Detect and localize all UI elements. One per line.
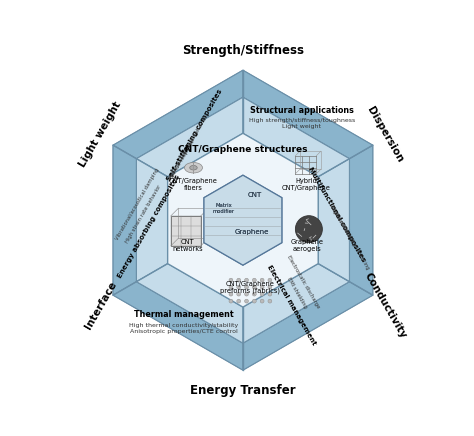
Text: Graphene: Graphene [235,229,269,235]
Circle shape [252,285,256,289]
Polygon shape [137,159,168,282]
Circle shape [295,216,322,243]
Polygon shape [113,70,373,370]
Ellipse shape [190,166,197,170]
Text: High strength/stiffness/toughness
Light weight: High strength/stiffness/toughness Light … [249,119,355,129]
Text: Interface: Interface [83,280,118,331]
Polygon shape [243,97,349,177]
Polygon shape [349,145,373,295]
Circle shape [260,285,264,289]
Text: CNT
networks: CNT networks [172,239,203,252]
Text: Structural health monitoring: Structural health monitoring [328,203,370,271]
Text: CNT/Graphene
preforms (fabrics): CNT/Graphene preforms (fabrics) [220,281,281,294]
Polygon shape [243,282,373,370]
Circle shape [237,285,241,289]
Text: Conductivity: Conductivity [363,271,408,340]
Circle shape [245,292,248,296]
Text: Vibrational/acoustical damping: Vibrational/acoustical damping [114,167,160,241]
Circle shape [237,299,241,303]
Text: Matrix
modifier: Matrix modifier [212,203,235,214]
Circle shape [245,299,248,303]
Text: Electrical management: Electrical management [266,264,317,346]
Text: Strength/Stiffness: Strength/Stiffness [182,44,304,57]
Circle shape [252,299,256,303]
Polygon shape [113,282,243,370]
Text: Graphene
aerogels: Graphene aerogels [291,239,324,252]
Text: CNT: CNT [248,192,262,198]
Circle shape [268,292,272,296]
Circle shape [268,299,272,303]
Text: CNT/Graphene structures: CNT/Graphene structures [178,145,308,154]
Text: Thermal management: Thermal management [134,310,234,320]
Circle shape [229,299,233,303]
Circle shape [245,278,248,282]
Text: Graphene: Graphene [235,229,269,235]
Text: CNT/Graphene
fibers: CNT/Graphene fibers [169,178,218,191]
Polygon shape [204,175,282,265]
Text: Multifunctional composites: Multifunctional composites [307,166,366,262]
Text: Hybrid
CNT/Graphene: Hybrid CNT/Graphene [282,178,330,191]
Polygon shape [318,159,349,282]
Circle shape [268,278,272,282]
Circle shape [252,278,256,282]
Polygon shape [137,97,243,177]
Text: Structural applications: Structural applications [250,106,354,115]
Text: Self-stiffening composites: Self-stiffening composites [166,89,223,182]
Text: Light weight: Light weight [78,100,123,169]
Text: High conductivity: High conductivity [329,205,356,248]
Circle shape [260,299,264,303]
Polygon shape [113,70,243,159]
Text: High thermal conductivity/stability
Anisotropic properties/CTE control: High thermal conductivity/stability Anis… [129,323,238,334]
Text: Energy Transfer: Energy Transfer [190,384,296,397]
Polygon shape [113,145,137,295]
Text: Matrix
modifier: Matrix modifier [212,203,235,214]
Circle shape [229,292,233,296]
Polygon shape [137,264,243,343]
Circle shape [252,292,256,296]
Polygon shape [243,264,349,343]
Text: Stimuli-response: Stimuli-response [169,137,196,178]
Circle shape [268,285,272,289]
Circle shape [260,278,264,282]
Text: Energy absorbing composites: Energy absorbing composites [117,174,181,279]
Text: EMI shielding: EMI shielding [286,276,308,309]
Text: High strain rate behavior: High strain rate behavior [124,184,162,244]
Text: Electrostatic discharge: Electrostatic discharge [286,255,320,310]
Text: Dispersion: Dispersion [365,105,405,164]
Text: CNT: CNT [248,192,262,198]
Circle shape [229,285,233,289]
Circle shape [229,278,233,282]
Circle shape [237,278,241,282]
Polygon shape [168,133,318,307]
Polygon shape [168,133,318,307]
Polygon shape [204,175,282,265]
Circle shape [260,292,264,296]
Polygon shape [243,70,373,159]
Circle shape [237,292,241,296]
Text: Dynamic interface behavior: Dynamic interface behavior [168,114,209,181]
Ellipse shape [184,163,202,173]
Polygon shape [171,216,201,245]
Circle shape [245,285,248,289]
Polygon shape [137,97,349,343]
